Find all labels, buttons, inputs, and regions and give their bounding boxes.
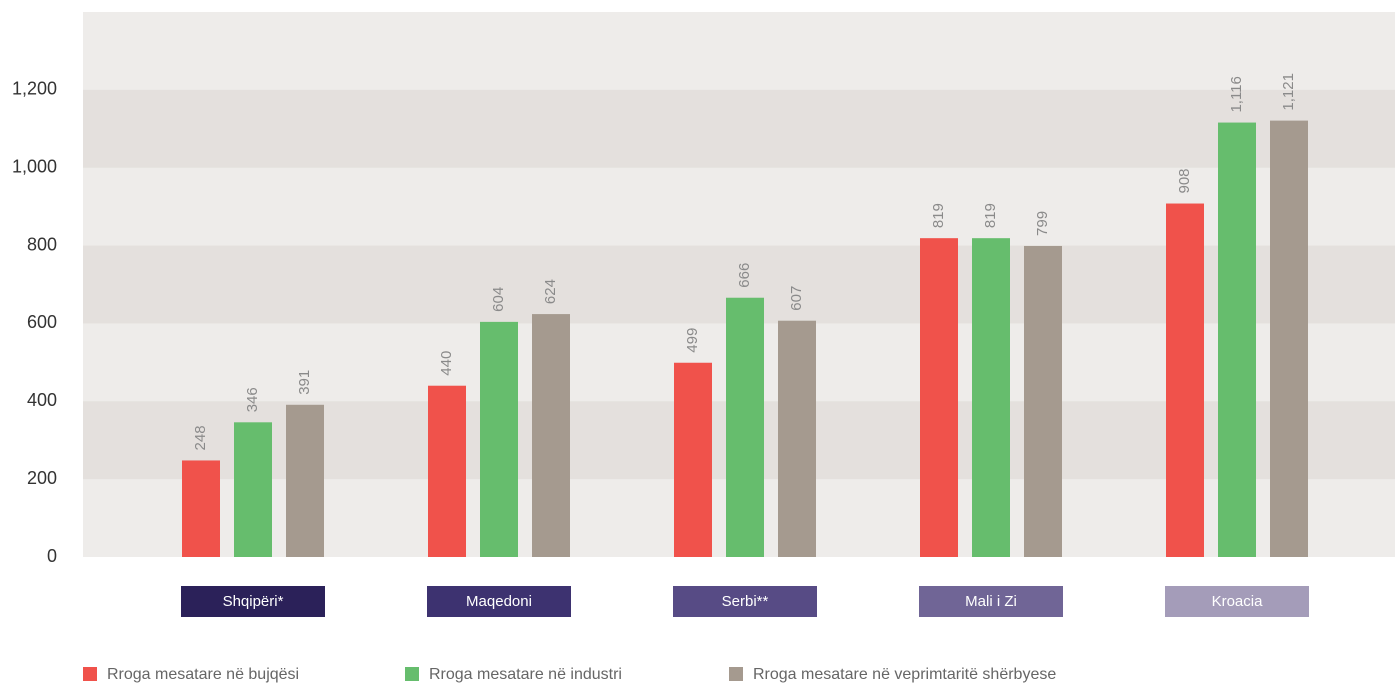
data-label: 819 bbox=[930, 203, 947, 228]
x-tick-label: Maqedoni bbox=[466, 593, 532, 610]
legend-label: Rroga mesatare në bujqësi bbox=[107, 666, 299, 683]
y-tick-label: 400 bbox=[27, 390, 57, 410]
legend-label: Rroga mesatare në industri bbox=[429, 666, 622, 683]
grid-band bbox=[83, 89, 1395, 168]
category-box bbox=[427, 586, 571, 617]
bar bbox=[920, 238, 958, 558]
bar bbox=[1218, 122, 1256, 558]
legend-swatch bbox=[83, 667, 97, 681]
bar bbox=[182, 460, 220, 557]
data-label: 666 bbox=[736, 263, 753, 288]
data-label: 346 bbox=[244, 387, 261, 412]
category-box bbox=[1165, 586, 1309, 617]
bar bbox=[1270, 120, 1308, 557]
x-tick-label: Shqipëri* bbox=[223, 593, 284, 610]
data-label: 819 bbox=[982, 203, 999, 228]
legend-label: Rroga mesatare në veprimtaritë shërbyese bbox=[753, 666, 1056, 683]
bar bbox=[726, 297, 764, 557]
data-label: 1,121 bbox=[1280, 73, 1297, 111]
y-tick-label: 200 bbox=[27, 468, 57, 488]
data-label: 1,116 bbox=[1228, 76, 1245, 112]
bar bbox=[286, 404, 324, 557]
x-tick-label: Serbi** bbox=[722, 593, 769, 610]
y-tick-label: 1,200 bbox=[12, 79, 57, 99]
data-label: 624 bbox=[542, 279, 559, 304]
data-label: 248 bbox=[192, 425, 209, 450]
bar bbox=[674, 362, 712, 557]
data-label: 391 bbox=[296, 370, 313, 395]
legend-swatch bbox=[729, 667, 743, 681]
legend-swatch bbox=[405, 667, 419, 681]
data-label: 607 bbox=[788, 286, 805, 311]
category-box bbox=[181, 586, 325, 617]
bar bbox=[480, 321, 518, 557]
x-tick-label: Kroacia bbox=[1212, 593, 1264, 610]
data-label: 799 bbox=[1034, 211, 1051, 236]
category-box bbox=[919, 586, 1063, 617]
category-box bbox=[673, 586, 817, 617]
y-tick-label: 1,000 bbox=[12, 156, 57, 176]
y-tick-label: 800 bbox=[27, 234, 57, 254]
data-label: 604 bbox=[490, 287, 507, 312]
data-label: 908 bbox=[1176, 168, 1193, 193]
y-tick-label: 600 bbox=[27, 312, 57, 332]
bar bbox=[428, 385, 466, 557]
data-label: 499 bbox=[684, 328, 701, 353]
y-tick-label: 0 bbox=[47, 546, 57, 566]
bar bbox=[1024, 245, 1062, 558]
bar bbox=[1166, 203, 1204, 557]
bar bbox=[532, 314, 570, 557]
bar bbox=[778, 320, 816, 557]
data-label: 440 bbox=[438, 351, 455, 376]
x-tick-label: Mali i Zi bbox=[965, 593, 1017, 610]
bar bbox=[234, 422, 272, 557]
bar bbox=[972, 238, 1010, 558]
